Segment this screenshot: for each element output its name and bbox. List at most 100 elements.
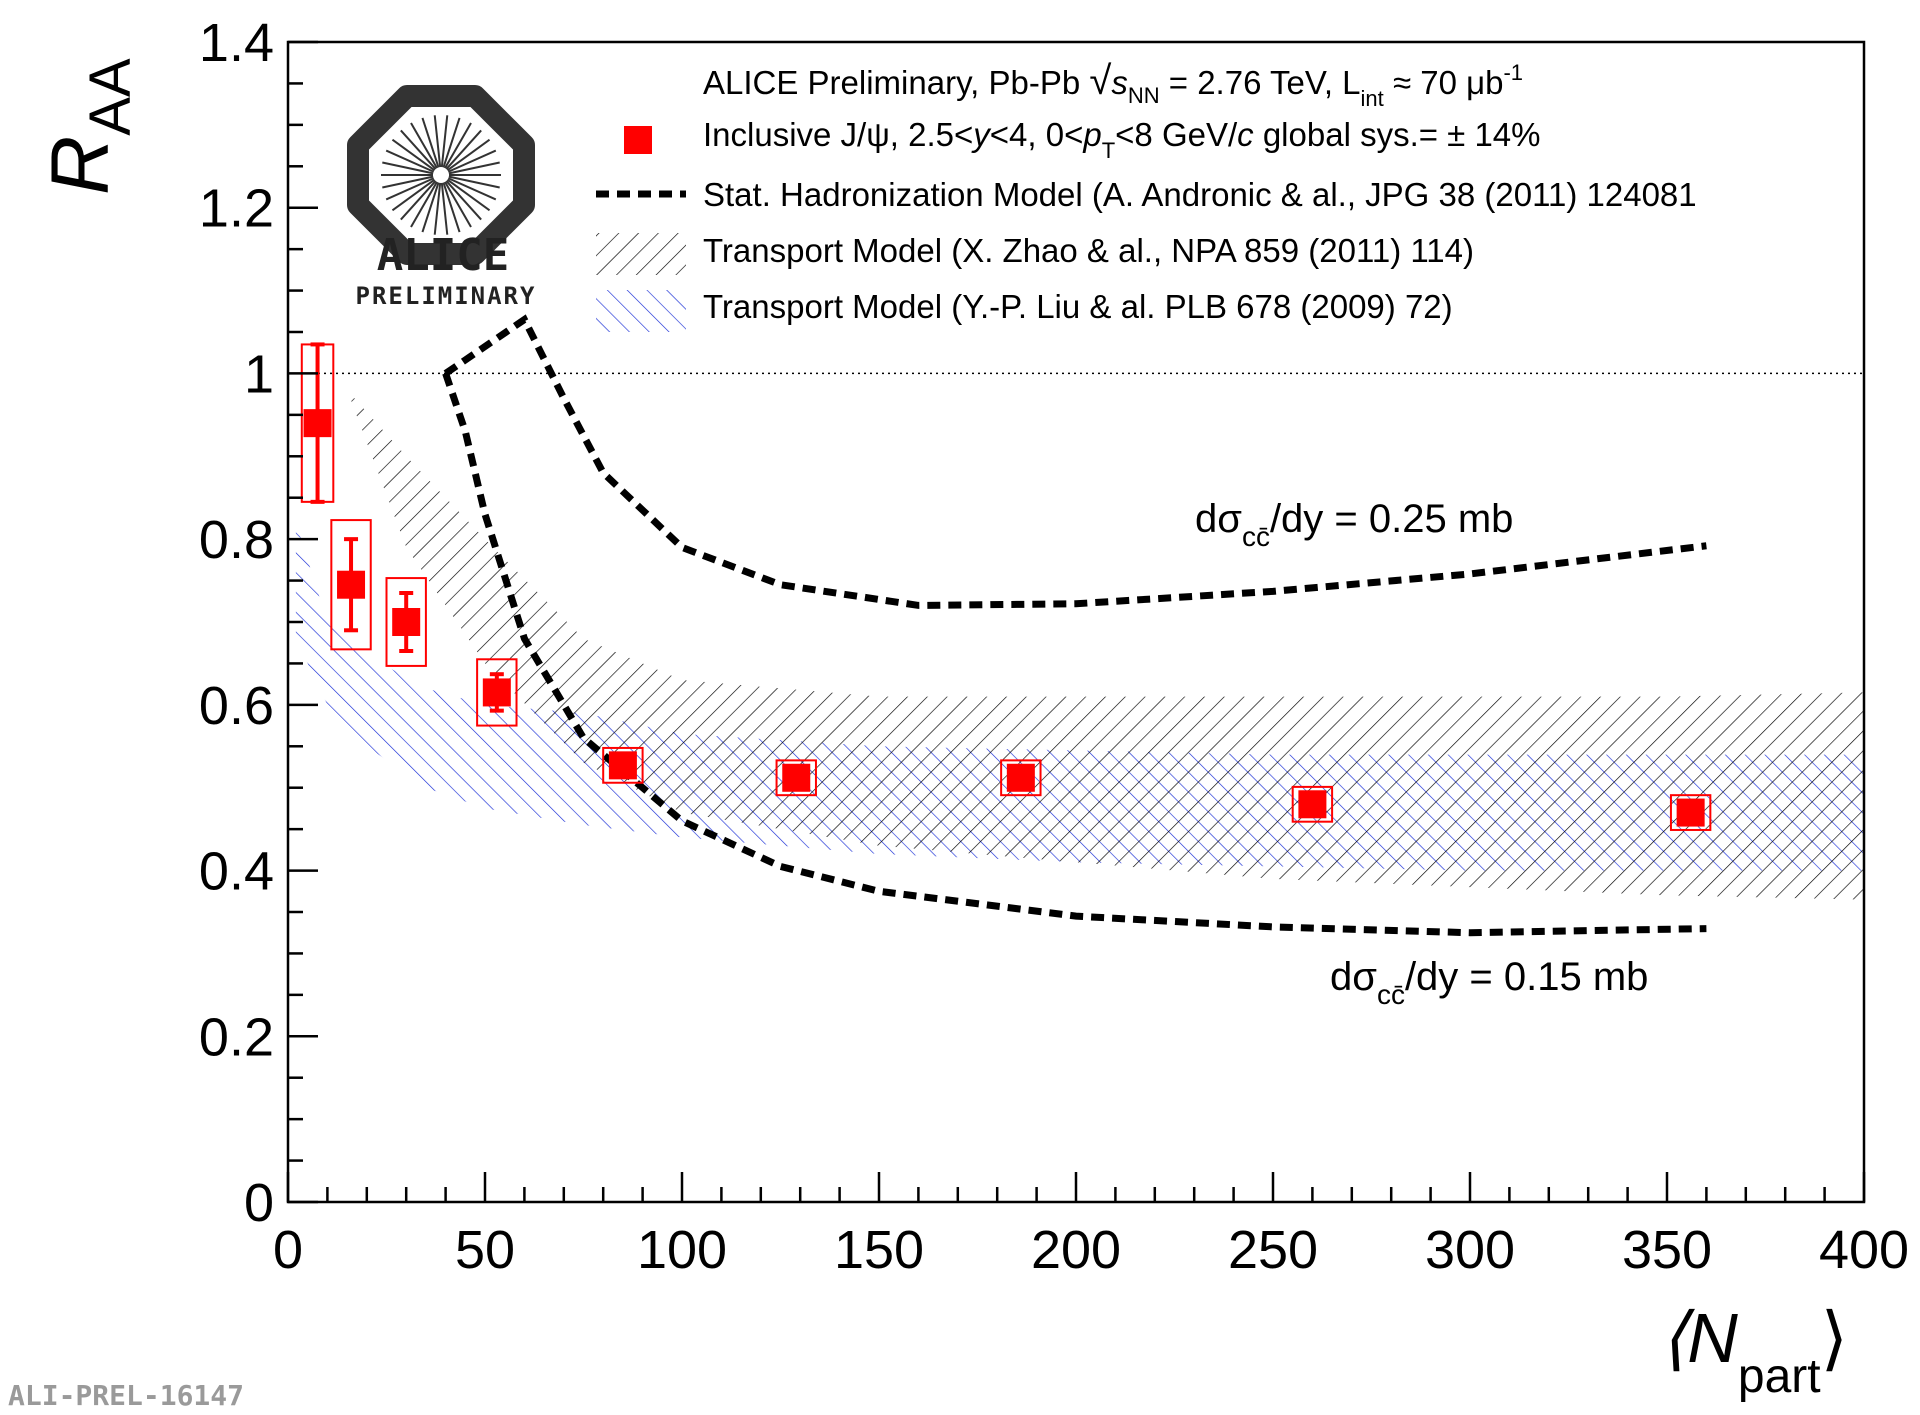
x-tick-label-400: 400 [1819, 1220, 1909, 1280]
data-point-marker-4 [608, 751, 637, 780]
x-tick-label-0: 0 [273, 1220, 303, 1280]
alice-logo: ALICE PRELIMINARY [347, 85, 537, 310]
logo-ray [444, 181, 472, 228]
logo-ray [442, 182, 461, 233]
x-tick-label-150: 150 [834, 1220, 924, 1280]
logo-ray [421, 117, 440, 168]
x-axis-title-close: ⟩ [1821, 1299, 1848, 1377]
data-point-sys-box-2 [385, 577, 427, 667]
legend-l2-y: y [971, 116, 992, 153]
data-point-marker-5 [782, 763, 811, 792]
data-point-sys-box-6 [1000, 759, 1042, 797]
legend-l2-p: p [1082, 116, 1101, 153]
legend-entry-header: ALICE Preliminary, Pb-Pb √sNN = 2.76 TeV… [703, 59, 1523, 111]
figure-id: ALI-PREL-16147 [8, 1379, 244, 1412]
logo-ray [385, 149, 435, 173]
logo-subtitle: PRELIMINARY [356, 282, 537, 310]
logo-ray [446, 138, 491, 172]
x-tick-label-350: 350 [1622, 1220, 1712, 1280]
upper-anno-suffix: /dy = 0.25 mb [1270, 497, 1513, 541]
legend-l1-int: int [1361, 86, 1384, 111]
upper-curve-annotation: dσcc̄/dy = 0.25 mb [1195, 497, 1513, 552]
legend: ALICE Preliminary, Pb-Pb √sNN = 2.76 TeV… [596, 59, 1697, 332]
x-tick-label-250: 250 [1228, 1220, 1318, 1280]
data-point-sys-box-3 [476, 658, 518, 727]
logo-ray [448, 175, 500, 189]
y-tick-label-0: 0 [244, 1173, 274, 1233]
data-point-marker-2 [392, 608, 421, 636]
x-axis-title: ⟨Npart⟩ [1660, 1299, 1848, 1403]
logo-ray [445, 180, 482, 221]
logo-ray [391, 178, 436, 212]
x-tick-label-200: 200 [1031, 1220, 1121, 1280]
legend-l2-b: <4, 0< [990, 116, 1084, 153]
data-points [300, 342, 1712, 831]
data-point-sys-box-1 [330, 519, 372, 651]
shm-lower-curve [442, 372, 1707, 937]
y-tick-label-6: 1.2 [199, 179, 274, 239]
legend-entry-liu: Transport Model (Y.-P. Liu & al. PLB 678… [703, 288, 1453, 325]
logo-ray [400, 129, 437, 170]
legend-l2-d: global sys.= ± 14% [1254, 116, 1541, 153]
logo-ray [440, 115, 449, 168]
legend-l2-T: T [1102, 138, 1115, 163]
logo-ray [442, 117, 461, 168]
data-point-marker-8 [1676, 798, 1705, 827]
transport-zhao-band [347, 390, 1864, 900]
legend-blue-hatch-icon [596, 290, 686, 332]
logo-ray [382, 161, 434, 175]
legend-entry-shm: Stat. Hadronization Model (A. Andronic &… [703, 176, 1697, 213]
data-point-marker-1 [337, 570, 366, 599]
legend-l1-s: s [1111, 64, 1128, 101]
logo-ray [447, 149, 497, 173]
y-tick-label-2: 0.4 [199, 842, 274, 902]
data-point-marker-6 [1006, 763, 1035, 792]
legend-l1-b: = 2.76 TeV, L [1160, 64, 1361, 101]
data-point-sys-box-7 [1291, 785, 1334, 823]
logo-title: ALICE [377, 230, 509, 281]
y-tick-label-7: 1.4 [199, 13, 274, 73]
x-axis-title-main: ⟨N [1660, 1299, 1738, 1377]
lower-anno-prefix: dσ [1330, 955, 1377, 999]
legend-l1-c: ≈ 70 μb [1384, 64, 1504, 101]
y-tick-label-5: 1 [244, 344, 274, 404]
logo-ray [410, 181, 438, 228]
legend-l1-a: ALICE Preliminary, Pb-Pb [703, 64, 1089, 101]
legend-l2-a: Inclusive J/ψ, 2.5< [703, 116, 973, 153]
legend-l1-nn: NN [1128, 83, 1160, 108]
logo-ray [382, 175, 434, 189]
y-axis-title-main: R [35, 136, 126, 195]
shm-upper-curve [443, 314, 1707, 609]
data-point-sys-box-4 [602, 746, 644, 784]
logo-ray [445, 129, 482, 170]
legend-l1-exp: -1 [1503, 60, 1523, 85]
x-tick-label-100: 100 [637, 1220, 727, 1280]
upper-anno-sub: cc̄ [1242, 521, 1270, 552]
data-point-sys-box-5 [775, 759, 817, 797]
logo-ray [433, 182, 442, 235]
upper-anno-prefix: dσ [1195, 497, 1242, 541]
sqrt-symbol: √ [1089, 59, 1111, 103]
logo-ray [385, 177, 435, 201]
x-tick-label-300: 300 [1425, 1220, 1515, 1280]
y-tick-label-3: 0.6 [199, 676, 274, 736]
y-axis: 0 0.2 0.4 0.6 0.8 1 1.2 1.4 [199, 13, 318, 1233]
y-axis-title-sub: AA [78, 58, 143, 136]
data-point-marker-3 [482, 678, 511, 707]
logo-ray [391, 138, 436, 172]
data-point-marker-7 [1298, 790, 1327, 819]
alice-octagon-icon [347, 85, 535, 265]
x-axis-title-sub: part [1738, 1350, 1821, 1403]
alice-starburst-icon [381, 115, 501, 235]
logo-ray [446, 178, 491, 212]
legend-entry-zhao: Transport Model (X. Zhao & al., NPA 859 … [703, 232, 1474, 269]
logo-ray [440, 182, 449, 235]
legend-red-square-icon [624, 126, 652, 154]
y-tick-label-4: 0.8 [199, 510, 274, 570]
y-axis-title: RAA [35, 58, 143, 195]
logo-ray [421, 182, 440, 233]
logo-ray [433, 115, 442, 168]
legend-black-hatch-icon [596, 233, 686, 275]
legend-entry-data: Inclusive J/ψ, 2.5<y<4, 0<pT<8 GeV/c glo… [703, 116, 1541, 163]
data-point-marker-0 [303, 409, 332, 438]
